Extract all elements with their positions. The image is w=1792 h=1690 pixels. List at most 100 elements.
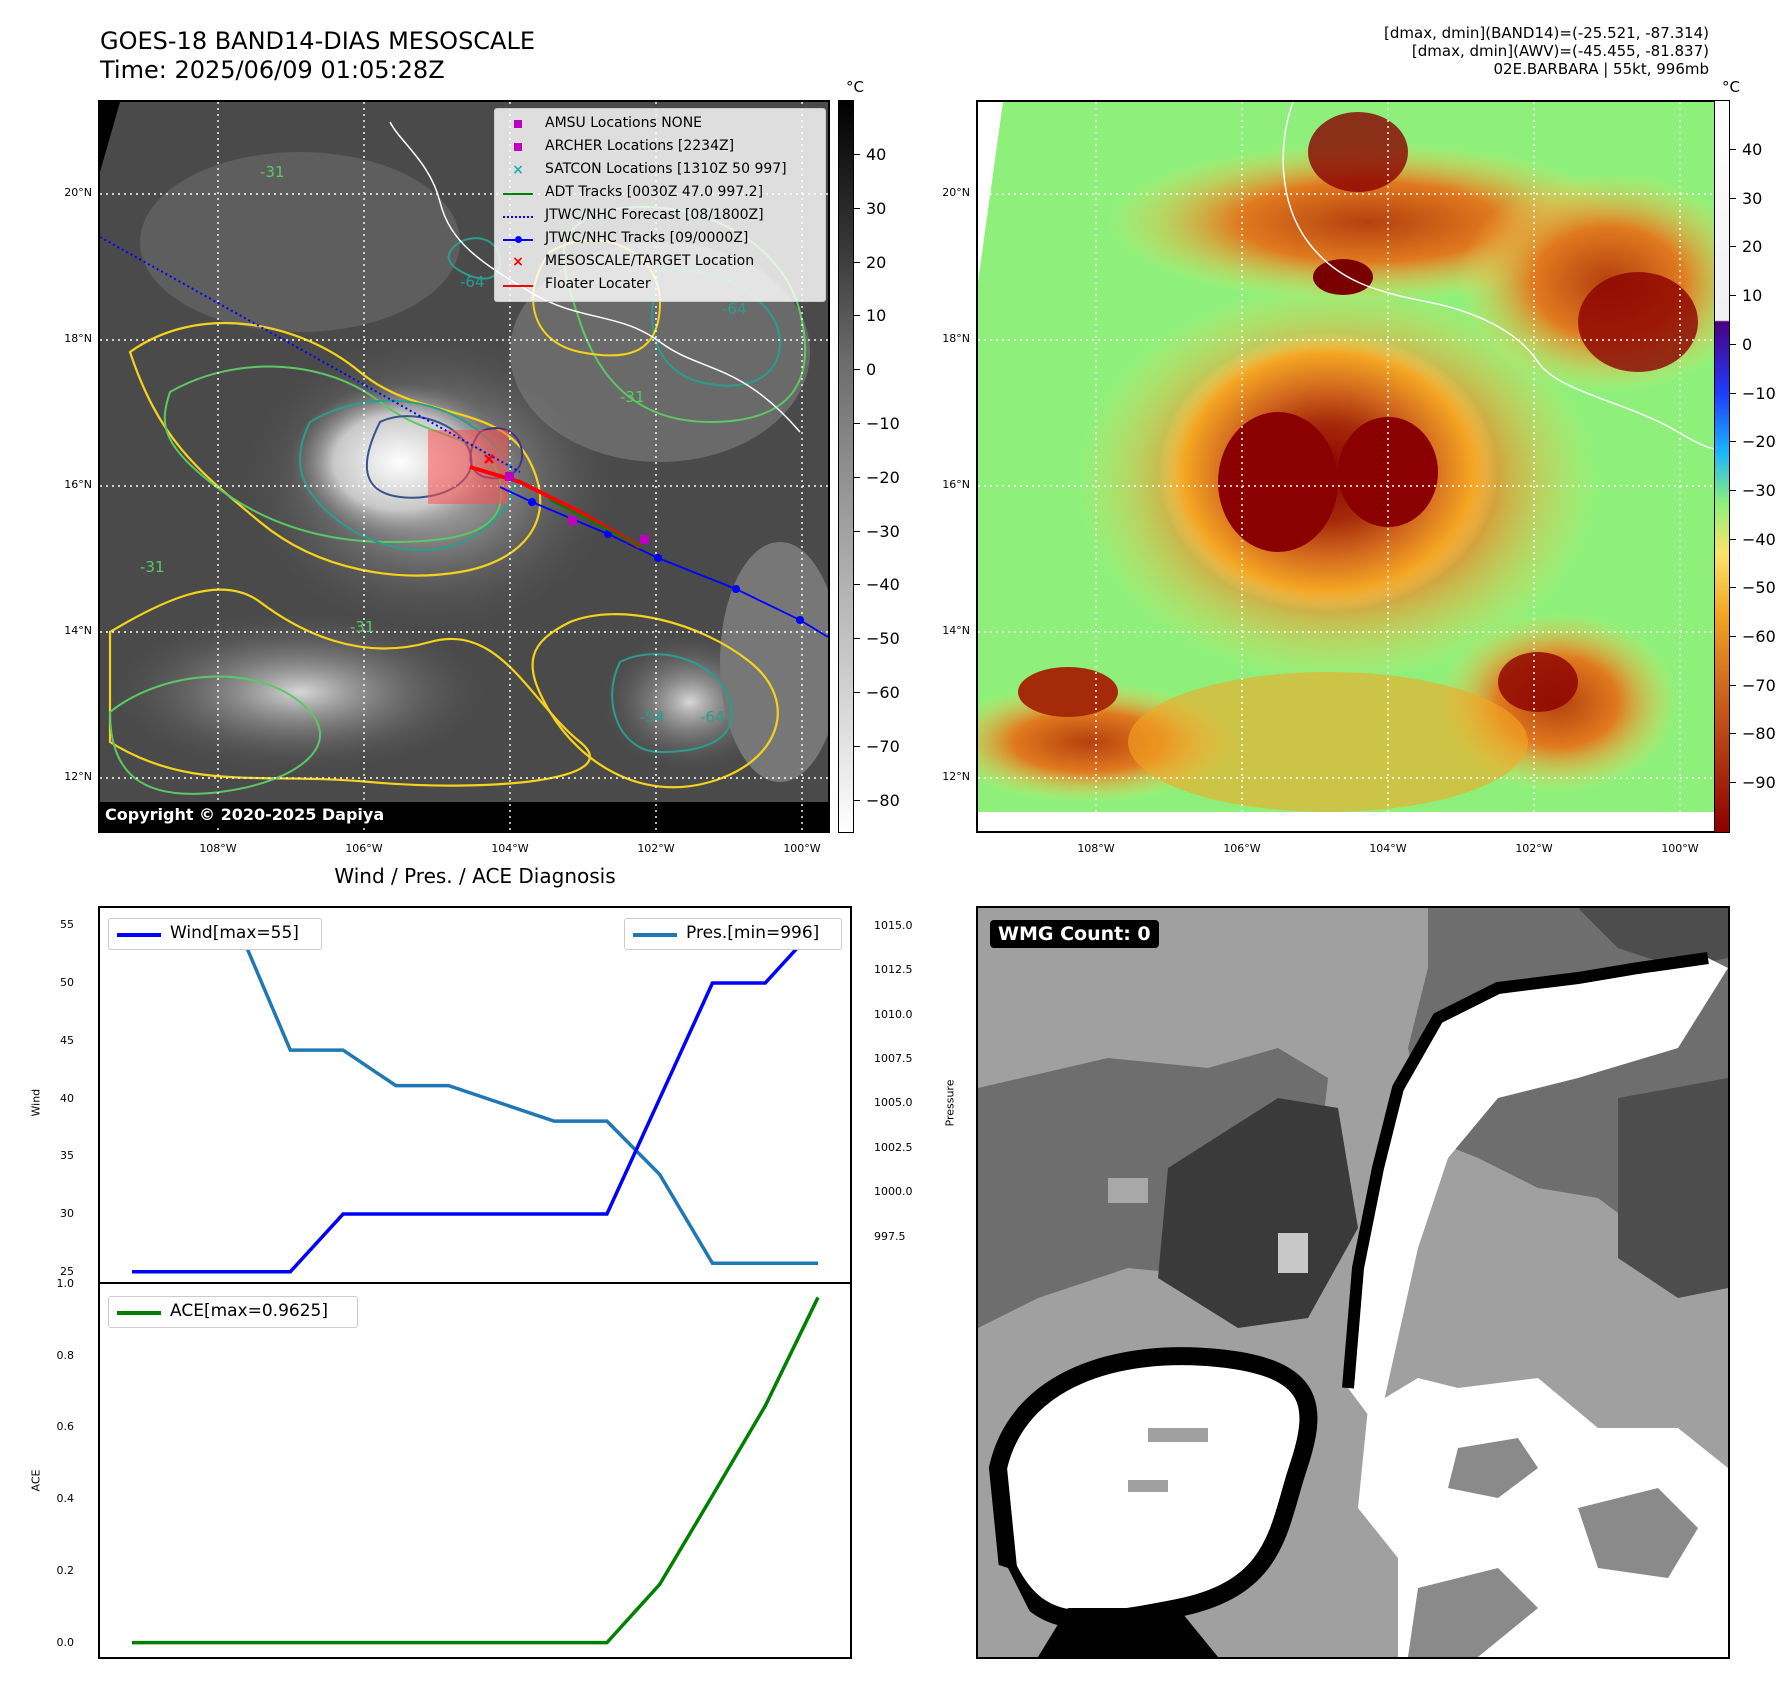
wind-series-line <box>132 924 820 1274</box>
awv-colorbar-tick: −80 <box>1730 724 1776 744</box>
ace-plot <box>132 1296 820 1645</box>
awv-colorbar-tick: −60 <box>1730 627 1776 646</box>
legend-label: AMSU Locations NONE <box>545 115 703 131</box>
pressure-tick-label: 1010.0 <box>874 1007 913 1021</box>
floater-locater-track <box>469 465 642 549</box>
lon-label: 106°W <box>1223 842 1261 855</box>
pressure-axis-label: Pressure <box>943 1079 957 1127</box>
wind-pressure-plot <box>132 924 820 1274</box>
contour-label: -64 <box>700 708 725 726</box>
stats-awv: [dmax, dmin](AWV)=(-45.455, -81.837) <box>1411 42 1709 60</box>
wind-tick-label: 30 <box>60 1207 74 1221</box>
contour-label: -54 <box>640 708 665 726</box>
ir-colorbar-tick: −80 <box>854 790 900 810</box>
awv-colorbar-tick: −50 <box>1730 578 1776 598</box>
awv-colorbar-tick: −90 <box>1730 773 1776 793</box>
lat-label: 12°N <box>64 770 92 783</box>
awv-colorbar-tick: 20 <box>1729 237 1763 257</box>
green-line-icon <box>117 1311 161 1315</box>
legend-item-floater: Floater Locater <box>495 274 825 296</box>
wmg-image <box>978 908 1728 1657</box>
ir-legend: AMSU Locations NONE ARCHER Locations [22… <box>494 108 826 302</box>
ace-chart: ACE[max=0.9625] <box>98 1282 852 1659</box>
ace-legend: ACE[max=0.9625] <box>108 1296 358 1328</box>
storm-info: 02E.BARBARA | 55kt, 996mb <box>1493 60 1709 78</box>
lon-label: 100°W <box>783 842 821 855</box>
ace-tick-label: 1.0 <box>56 1277 75 1290</box>
lat-label: 14°N <box>64 624 92 637</box>
lat-label: 16°N <box>64 478 92 491</box>
ir-colorbar-tick: −10 <box>854 414 900 433</box>
copyright-notice: Copyright © 2020-2025 Dapiya <box>100 804 390 825</box>
lat-label: 14°N <box>942 624 970 637</box>
legend-item-forecast: JTWC/NHC Forecast [08/1800Z] <box>495 205 825 227</box>
legend-label: ARCHER Locations [2234Z] <box>545 138 735 154</box>
contour-label: -31 <box>350 618 375 636</box>
wind-legend: Wind[max=55] <box>108 918 322 950</box>
legend-item-amsu: AMSU Locations NONE <box>495 113 825 135</box>
awv-colorbar-tick: 40 <box>1729 140 1763 159</box>
forecast-track <box>100 236 521 473</box>
ir-colorbar-tick: −70 <box>854 736 900 756</box>
page-title: GOES-18 BAND14-DIAS MESOSCALE <box>100 27 536 55</box>
ir-colorbar-tick: 40 <box>853 145 887 164</box>
timestamp-text: Time: 2025/06/09 01:05:28Z <box>100 56 445 84</box>
red-x-icon: × <box>512 254 524 270</box>
ace-tick-label: 0.6 <box>56 1420 75 1434</box>
pressure-tick-label: 1012.5 <box>874 963 913 977</box>
legend-item-adt: ADT Tracks [0030Z 47.0 997.2] <box>495 182 825 204</box>
awv-colorbar-tick: 30 <box>1729 188 1763 208</box>
wind-tick-label: 50 <box>60 976 74 990</box>
awv-colorbar <box>1714 100 1730 833</box>
lat-label: 18°N <box>942 332 970 345</box>
red-line-icon <box>503 278 533 292</box>
awv-colorbar-tick: 0 <box>1729 334 1753 354</box>
green-line-icon <box>503 186 533 200</box>
contour-label: -31 <box>260 163 285 181</box>
timestamp: Time: 2025/06/09 01:05:28Z <box>100 56 445 85</box>
awv-gridlines <box>978 102 1728 831</box>
lat-label: 12°N <box>942 770 970 783</box>
awv-colorbar-tick: −20 <box>1730 432 1776 452</box>
stats-block: [dmax, dmin](BAND14)=(-25.521, -87.314) … <box>1109 24 1709 78</box>
pressure-tick-label: 1002.5 <box>874 1140 913 1154</box>
ir-colorbar-tick: −20 <box>854 467 900 487</box>
blue-line-icon <box>117 933 161 937</box>
awv-colorbar-tick: −30 <box>1730 480 1776 500</box>
ace-legend-label: ACE[max=0.9625] <box>170 1301 328 1321</box>
ace-axis-label: ACE <box>29 1469 43 1492</box>
wind-tick-label: 25 <box>60 1264 74 1278</box>
ace-tick-label: 0.4 <box>56 1492 75 1506</box>
wind-tick-label: 35 <box>60 1149 74 1163</box>
pressure-tick-label: 1000.0 <box>874 1185 913 1199</box>
legend-label: JTWC/NHC Forecast [08/1800Z] <box>545 207 764 223</box>
wmg-panel: WMG Count: 0 <box>976 906 1730 1659</box>
lat-label: 20°N <box>942 186 970 199</box>
lon-label: 104°W <box>491 842 529 855</box>
contour-label: -31 <box>140 558 165 576</box>
ir-colorbar-tick: −60 <box>854 683 900 702</box>
wind-legend-label: Wind[max=55] <box>170 923 299 943</box>
wind-pressure-chart: Wind[max=55] Pres.[min=996] <box>98 906 852 1283</box>
ace-tick-label: 0.0 <box>56 1635 75 1649</box>
magenta-square-icon <box>503 140 533 154</box>
lat-label: 20°N <box>64 186 92 199</box>
stats-band14: [dmax, dmin](BAND14)=(-25.521, -87.314) <box>1384 24 1709 42</box>
awv-coastline <box>1282 102 1728 450</box>
ace-tick-label: 0.2 <box>56 1563 75 1577</box>
lat-label: 18°N <box>64 332 92 345</box>
legend-label: MESOSCALE/TARGET Location <box>545 253 755 269</box>
ir-colorbar-tick: 10 <box>853 306 887 326</box>
lon-label: 102°W <box>637 842 675 855</box>
wind-tick-label: 40 <box>60 1091 74 1105</box>
awv-colorbar-tick: 10 <box>1729 286 1763 306</box>
ir-colorbar-tick: −40 <box>854 575 900 595</box>
ir-colorbar-tick: 20 <box>853 252 887 272</box>
legend-label: Floater Locater <box>545 276 651 292</box>
ir-colorbar-tick: −50 <box>854 629 900 649</box>
awv-colorbar-unit: °C <box>1722 78 1740 96</box>
ir-satellite-map: -31 -64 -54 -31 -64 -31 -31 -64 Copyrigh… <box>98 100 830 833</box>
floater-box <box>428 430 508 504</box>
lon-label: 104°W <box>1369 842 1407 855</box>
pressure-legend: Pres.[min=996] <box>624 918 842 950</box>
